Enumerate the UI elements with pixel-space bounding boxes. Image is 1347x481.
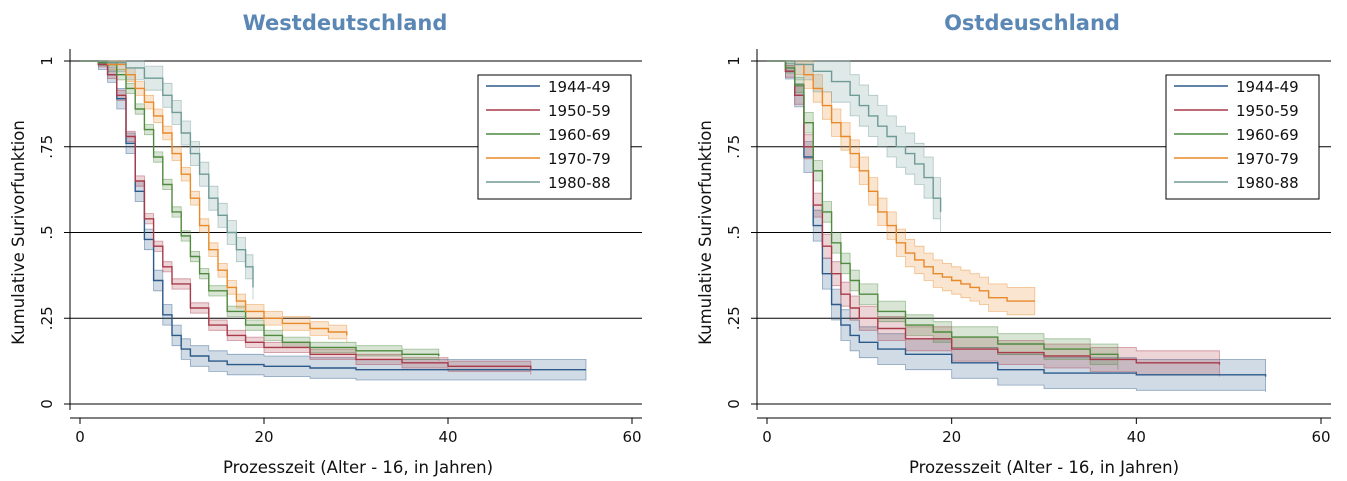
x-tick-label-1: 20	[942, 428, 961, 446]
x-tick-label-2: 40	[1127, 428, 1146, 446]
legend-label-1944-49: 1944-49	[548, 78, 611, 96]
legend-label-1970-79: 1970-79	[548, 150, 611, 168]
series-line-1950-59	[80, 60, 532, 370]
y-tick-label-4: 1	[38, 56, 56, 66]
y-tick-label-0: 0	[38, 399, 56, 409]
y-tick-label-1: .25	[725, 306, 743, 330]
x-tick-label-0: 0	[75, 428, 85, 446]
legend-label-1970-79: 1970-79	[1236, 150, 1299, 168]
legend-label-1980-88: 1980-88	[1236, 174, 1299, 192]
y-tick-label-2: .5	[725, 225, 743, 239]
x-axis-title: Prozesszeit (Alter - 16, in Jahren)	[909, 458, 1179, 477]
y-tick-label-3: .75	[38, 135, 56, 159]
legend-label-1950-59: 1950-59	[1236, 102, 1299, 120]
x-tick-label-1: 20	[254, 428, 273, 446]
series-line-1960-69	[80, 60, 440, 356]
series-line-1950-59	[767, 60, 1221, 365]
y-axis-title: Kumulative Surivorfunktion	[696, 120, 715, 345]
y-tick-label-1: .25	[38, 306, 56, 330]
x-tick-label-3: 60	[1311, 428, 1330, 446]
y-tick-label-3: .75	[725, 135, 743, 159]
legend-box	[477, 74, 632, 200]
panel-ostdeutschland: Ostdeuschland 0 .25 .5 .75 1 0 20 40 60 Prozesszei…	[696, 11, 1331, 477]
x-axis-title: Prozesszeit (Alter - 16, in Jahren)	[223, 458, 493, 477]
legend-label-1980-88: 1980-88	[548, 174, 611, 192]
legend-box	[1165, 74, 1320, 200]
y-tick-label-2: .5	[38, 225, 56, 239]
series-line-1970-79	[80, 60, 348, 336]
legend: 1944-49 1950-59 1960-69 1970-79 1980-88	[477, 74, 632, 200]
y-tick-label-4: 1	[725, 56, 743, 66]
series-line-1960-69	[767, 60, 1119, 360]
y-tick-label-0: 0	[725, 399, 743, 409]
chart-title: Westdeutschland	[243, 11, 448, 35]
series-line-1970-79	[767, 60, 1035, 302]
x-tick-label-3: 60	[622, 428, 641, 446]
legend: 1944-49 1950-59 1960-69 1970-79 1980-88	[1165, 74, 1320, 200]
panel-westdeutschland: Westdeutschland 0 .25 .5 .75 1 0 20 40 60 Prozessz…	[9, 11, 642, 477]
x-tick-label-2: 40	[438, 428, 457, 446]
series-line-1980-88	[80, 60, 254, 288]
legend-label-1944-49: 1944-49	[1236, 78, 1299, 96]
y-axis-title: Kumulative Surivorfunktion	[9, 120, 28, 345]
legend-label-1950-59: 1950-59	[548, 102, 611, 120]
x-tick-label-0: 0	[762, 428, 772, 446]
legend-label-1960-69: 1960-69	[548, 126, 611, 144]
chart-title: Ostdeuschland	[944, 11, 1120, 35]
legend-label-1960-69: 1960-69	[1236, 126, 1299, 144]
series-line-1980-88	[767, 60, 942, 212]
ci-band-1970-79	[767, 60, 1036, 316]
